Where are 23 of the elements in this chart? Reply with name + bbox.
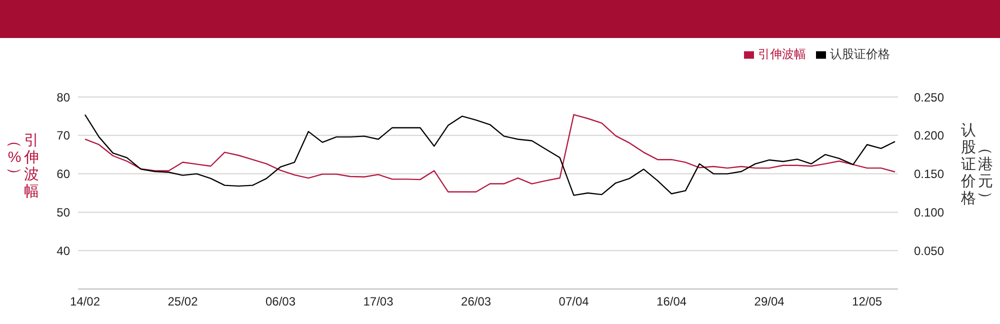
vertical-axis-title: 引伸波幅（%） (6, 132, 40, 200)
y-tick-label: 40 (56, 244, 70, 258)
y-tick-label: 80 (56, 90, 70, 104)
y2-tick-label: 0.250 (914, 90, 944, 104)
y2-tick-label: 0.200 (914, 128, 944, 143)
x-tick-label: 12/05 (852, 294, 882, 309)
x-tick-label: 06/03 (266, 294, 296, 309)
y2-tick-label: 0.150 (914, 167, 944, 182)
x-tick-label: 07/04 (558, 294, 590, 309)
y-tick-label: 50 (56, 205, 70, 220)
x-tick-label: 29/04 (754, 294, 785, 309)
legend-label: 引伸波幅 (758, 47, 806, 61)
y2-tick-label: 0.050 (914, 244, 944, 258)
y2-tick-label: 0.100 (914, 205, 944, 220)
x-tick-label: 14/02 (70, 294, 100, 309)
vertical-axis-title: 认股证价格（港元） (960, 122, 994, 207)
x-tick-label: 26/03 (461, 294, 492, 309)
y-tick-label: 70 (56, 128, 70, 143)
y-tick-label: 60 (56, 167, 70, 182)
x-tick-label: 16/04 (656, 294, 687, 309)
x-tick-label: 17/03 (363, 294, 394, 309)
x-tick-label: 25/02 (168, 294, 198, 309)
legend-label: 认股证价格 (830, 47, 890, 61)
